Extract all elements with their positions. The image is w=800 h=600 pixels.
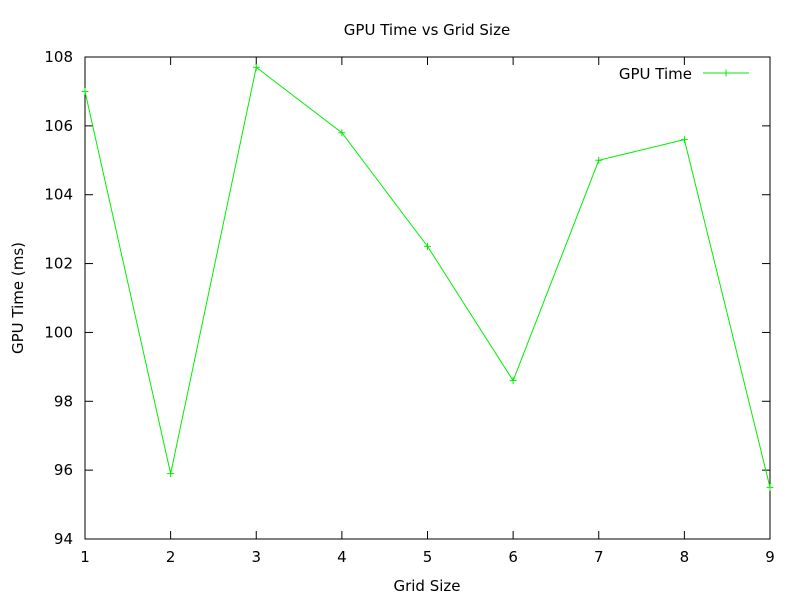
x-tick-label: 6: [508, 548, 518, 566]
legend-marker: [722, 69, 730, 77]
data-point: [595, 156, 603, 164]
y-tick-label: 96: [54, 461, 73, 479]
data-point: [81, 87, 89, 95]
y-tick-label: 108: [44, 48, 73, 66]
x-tick-label: 1: [80, 548, 90, 566]
y-tick-label: 94: [54, 530, 73, 548]
data-point: [680, 136, 688, 144]
x-tick-label: 3: [251, 548, 261, 566]
x-tick-label: 5: [423, 548, 433, 566]
plot-frame: [84, 56, 771, 540]
y-tick-label: 104: [44, 186, 73, 204]
x-tick-label: 2: [166, 548, 176, 566]
legend: GPU Time: [619, 65, 749, 83]
y-tick-label: 106: [44, 117, 73, 135]
x-tick-label: 8: [680, 548, 690, 566]
series-layer: [81, 63, 774, 491]
data-point: [509, 377, 517, 385]
x-axis-title: Grid Size: [393, 577, 460, 595]
y-tick-label: 102: [44, 255, 73, 273]
x-tick-label: 7: [594, 548, 604, 566]
x-tick-label: 4: [337, 548, 347, 566]
data-point: [167, 470, 175, 478]
legend-label: GPU Time: [619, 65, 692, 83]
y-tick-label: 100: [44, 323, 73, 341]
x-tick-label: 9: [765, 548, 775, 566]
data-point: [766, 483, 774, 491]
data-point: [252, 63, 260, 71]
y-axis-ticks: 94 96 98 100 102 104 106 108: [44, 48, 770, 548]
x-axis-ticks: 1 2 3 4 5 6 7 8 9: [80, 57, 775, 566]
data-point: [424, 242, 431, 250]
y-axis-title: GPU Time (ms): [9, 242, 27, 354]
y-tick-label: 98: [54, 392, 73, 410]
series-line: [84, 66, 771, 488]
data-point: [338, 129, 346, 137]
chart-title: GPU Time vs Grid Size: [344, 21, 510, 39]
